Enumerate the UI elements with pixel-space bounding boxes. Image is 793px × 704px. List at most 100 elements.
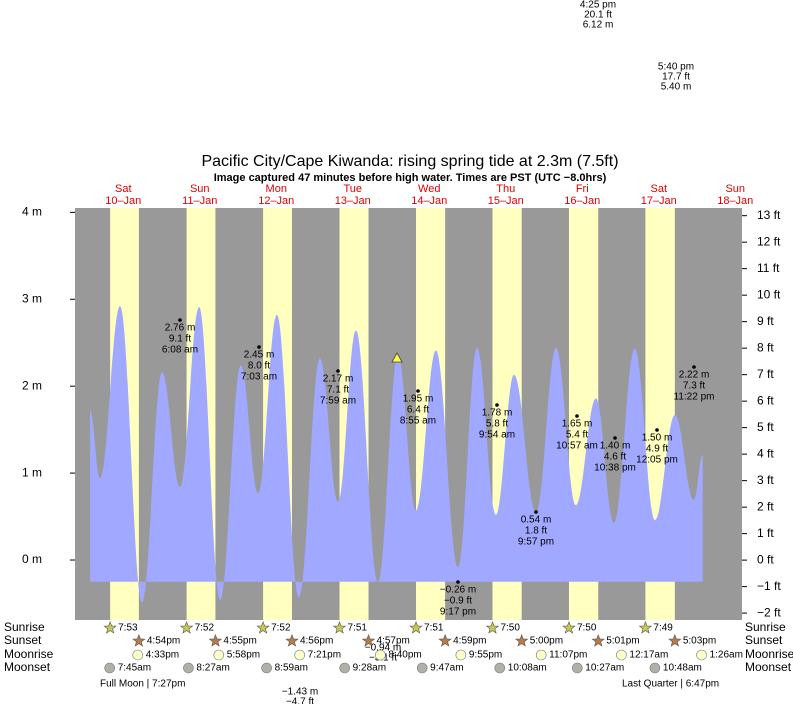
tide-label: 11:22 pm [674, 392, 715, 403]
moonset-time: 10:08am [508, 663, 547, 674]
tide-label: 7:59 am [320, 396, 356, 407]
moon-icon [455, 649, 467, 661]
moon-icon [339, 662, 350, 674]
row-label: Moonrise [745, 647, 793, 661]
y-tick-label: 3 m [22, 291, 42, 305]
row-label: Moonrise [4, 647, 54, 661]
y2-tick-label: 0 ft [757, 552, 774, 566]
sun-icon [361, 633, 376, 647]
sun-icon [179, 620, 194, 634]
sun-icon [638, 620, 653, 634]
sunset-time: 4:57pm [377, 636, 410, 647]
y2-tick-label: 1 ft [757, 526, 774, 540]
tide-label: 4.9 ft [646, 444, 668, 455]
tide-label: 8.0 ft [248, 361, 270, 372]
sunset-time: 5:01pm [606, 636, 639, 647]
sunset-time: 4:59pm [453, 636, 486, 647]
row-label: Sunset [4, 633, 42, 647]
y2-tick-label: 13 ft [757, 208, 781, 222]
day-label: Thu [496, 183, 515, 195]
sun-icon [285, 633, 299, 647]
moonrise-time: 7:21pm [308, 650, 341, 661]
sun-icon [409, 620, 423, 634]
moon-icon [104, 662, 116, 674]
y2-tick-label: −1 ft [757, 579, 781, 593]
moonrise-time: 5:58pm [227, 650, 260, 661]
y2-tick-label: 10 ft [757, 287, 781, 301]
offchart-label: 5:40 pm [658, 62, 694, 73]
moon-icon [572, 662, 583, 674]
sunrise-time: 7:50 [500, 623, 520, 634]
tide-dot [655, 428, 659, 432]
sunrise-time: 7:50 [577, 623, 597, 634]
sunrise-time: 7:51 [424, 623, 444, 634]
tide-label: 1.40 m [600, 441, 631, 452]
moonset-time: 8:27am [196, 663, 229, 674]
y-tick-label: 0 m [22, 552, 42, 566]
day-label: Sun [190, 183, 210, 195]
moon-phase: Last Quarter | 6:47pm [622, 679, 719, 690]
sunrise-time: 7:52 [195, 623, 215, 634]
moon-icon [696, 649, 707, 661]
y-tick-label: 1 m [22, 465, 42, 479]
moonset-time: 7:45am [118, 663, 151, 674]
tide-dot [456, 580, 460, 584]
tide-dot [692, 365, 696, 369]
tide-label: 2.22 m [679, 370, 710, 381]
sun-icon [332, 620, 347, 634]
low-label: −0.94 m [365, 643, 401, 654]
tide-label: 5.4 ft [566, 430, 588, 441]
date-label: 11–Jan [182, 195, 217, 207]
moonset-time: 10:48am [663, 663, 702, 674]
y2-tick-label: 8 ft [757, 340, 774, 354]
tide-label: 9.1 ft [169, 334, 191, 345]
sun-icon [591, 633, 605, 647]
offchart-label: 6.12 m [583, 20, 614, 31]
sun-icon [438, 633, 452, 647]
day-label: Tue [343, 183, 362, 195]
moon-icon [535, 649, 547, 661]
tide-label: 7:03 am [241, 372, 277, 383]
tide-label: 4.6 ft [604, 452, 626, 463]
tide-label: 1.65 m [562, 419, 593, 430]
moonrise-time: 8:40pm [388, 650, 421, 661]
y2-tick-label: 9 ft [757, 314, 774, 328]
date-label: 12–Jan [258, 195, 294, 207]
date-label: 13–Jan [335, 195, 371, 207]
tide-label: 5.8 ft [486, 419, 508, 430]
sunrise-time: 7:49 [653, 623, 673, 634]
sun-icon [103, 620, 117, 634]
y2-tick-label: −2 ft [757, 605, 781, 619]
sun-icon [256, 620, 270, 634]
y-tick-label: 2 m [22, 378, 42, 392]
tide-dot [336, 369, 340, 373]
moon-icon [183, 662, 194, 674]
y2-tick-label: 4 ft [757, 446, 774, 460]
date-label: 16–Jan [564, 195, 600, 207]
tide-label: 10:38 pm [594, 463, 636, 474]
moon-icon [375, 649, 386, 661]
tide-dot [575, 414, 579, 418]
tide-label: 1.8 ft [525, 526, 547, 537]
tide-dot [495, 403, 499, 407]
tide-label: 9:54 am [479, 430, 515, 441]
tide-label: 1.78 m [482, 408, 513, 419]
offchart-label: 4:25 pm [580, 0, 616, 11]
moonrise-time: 11:07pm [549, 650, 587, 661]
date-label: 15–Jan [488, 195, 524, 207]
tide-label: 7.3 ft [683, 381, 705, 392]
moon-icon [616, 649, 627, 661]
date-label: 14–Jan [411, 195, 447, 207]
low-label: −1.43 m [282, 687, 318, 698]
low-label: −4.7 ft [286, 697, 314, 704]
row-label: Sunset [745, 633, 783, 647]
date-label: 10–Jan [105, 195, 141, 207]
moon-icon [416, 662, 428, 674]
tide-label: 1.95 m [403, 394, 434, 405]
sun-icon [208, 633, 223, 647]
tide-label: 2.45 m [244, 350, 275, 361]
now-marker [391, 352, 403, 363]
y2-tick-label: 5 ft [757, 420, 774, 434]
day-label: Mon [266, 183, 287, 195]
